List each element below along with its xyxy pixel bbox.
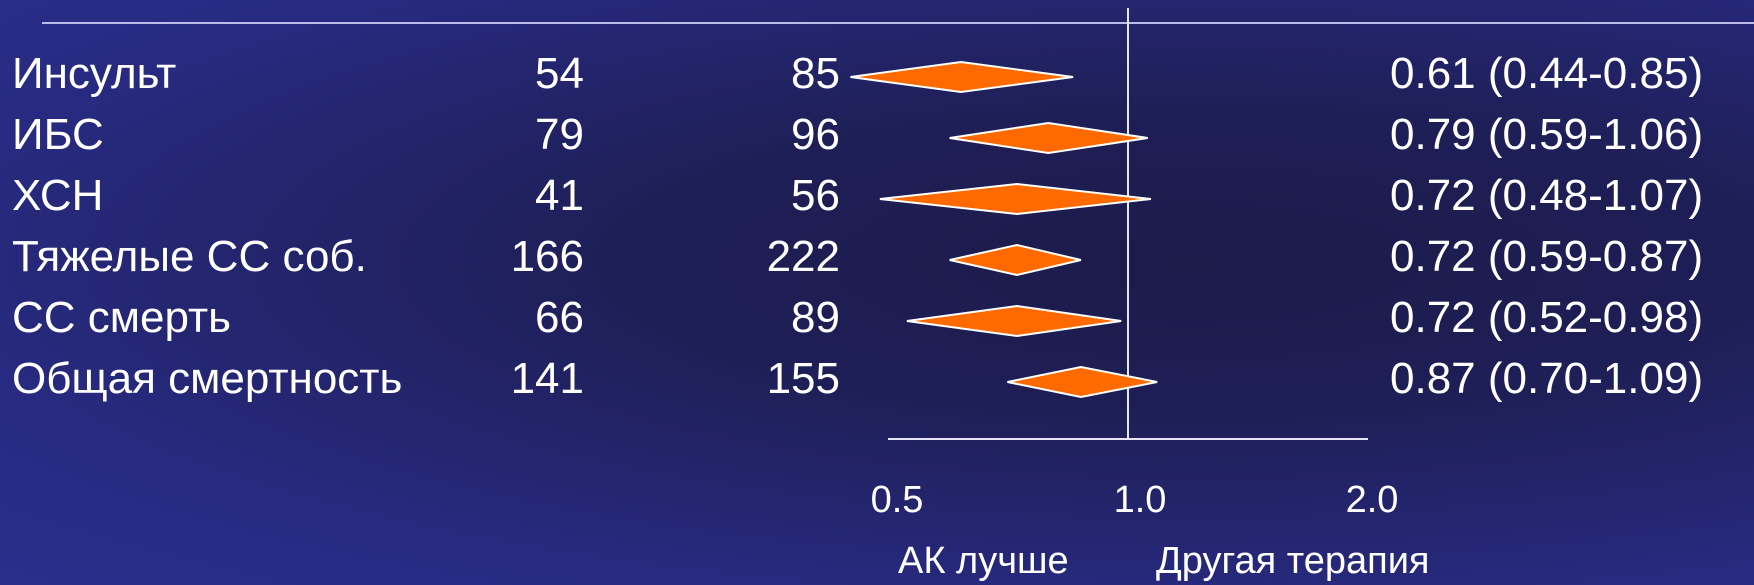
row-count-group2: 155 — [766, 354, 840, 403]
row-hazard-ratio: 0.79 (0.59-1.06) — [1390, 110, 1704, 159]
row-count-group1: 166 — [510, 232, 584, 281]
row-count-group2: 222 — [766, 232, 840, 281]
table-row: Инсульт 54 85 0.61 (0.44-0.85) — [0, 44, 1754, 104]
table-row: Тяжелые СС соб. 166 222 0.72 (0.59-0.87) — [0, 227, 1754, 287]
x-tick-label: 1.0 — [1113, 479, 1167, 521]
row-count-group1: 66 — [535, 293, 584, 342]
table-row: Общая смертность 141 155 0.87 (0.70-1.09… — [0, 349, 1754, 409]
row-label: Инсульт — [12, 49, 177, 98]
hazard-ratio-diamond — [906, 304, 1122, 338]
row-label: ИБС — [12, 110, 104, 159]
row-count-group1: 54 — [535, 49, 584, 98]
row-count-group1: 141 — [510, 354, 584, 403]
favors-left-caption: АК лучше — [898, 540, 1069, 582]
row-count-group2: 96 — [791, 110, 840, 159]
row-hazard-ratio: 0.72 (0.59-0.87) — [1390, 232, 1704, 281]
row-count-group2: 85 — [791, 49, 840, 98]
hazard-ratio-diamond — [1007, 365, 1158, 399]
row-count-group2: 89 — [791, 293, 840, 342]
row-label: Тяжелые СС соб. — [12, 232, 367, 281]
hazard-ratio-diamond — [879, 182, 1151, 216]
hazard-ratio-diamond — [949, 121, 1148, 155]
favors-right-caption: Другая терапия — [1156, 540, 1430, 582]
table-row: ХСН 41 56 0.72 (0.48-1.07) — [0, 166, 1754, 226]
row-hazard-ratio: 0.87 (0.70-1.09) — [1390, 354, 1704, 403]
table-row: СС смерть 66 89 0.72 (0.52-0.98) — [0, 288, 1754, 348]
row-label: СС смерть — [12, 293, 232, 342]
hazard-ratio-diamond — [949, 243, 1082, 277]
row-label: Общая смертность — [12, 354, 403, 403]
row-hazard-ratio: 0.72 (0.52-0.98) — [1390, 293, 1704, 342]
x-tick-label: 2.0 — [1345, 479, 1399, 521]
row-hazard-ratio: 0.72 (0.48-1.07) — [1390, 171, 1704, 220]
row-hazard-ratio: 0.61 (0.44-0.85) — [1390, 49, 1704, 98]
hazard-ratio-diamond — [850, 60, 1074, 94]
table-row: ИБС 79 96 0.79 (0.59-1.06) — [0, 105, 1754, 165]
row-count-group1: 41 — [535, 171, 584, 220]
x-tick-label: 0.5 — [870, 479, 924, 521]
row-count-group2: 56 — [791, 171, 840, 220]
row-count-group1: 79 — [535, 110, 584, 159]
top-divider — [42, 22, 1754, 24]
row-label: ХСН — [12, 171, 104, 220]
